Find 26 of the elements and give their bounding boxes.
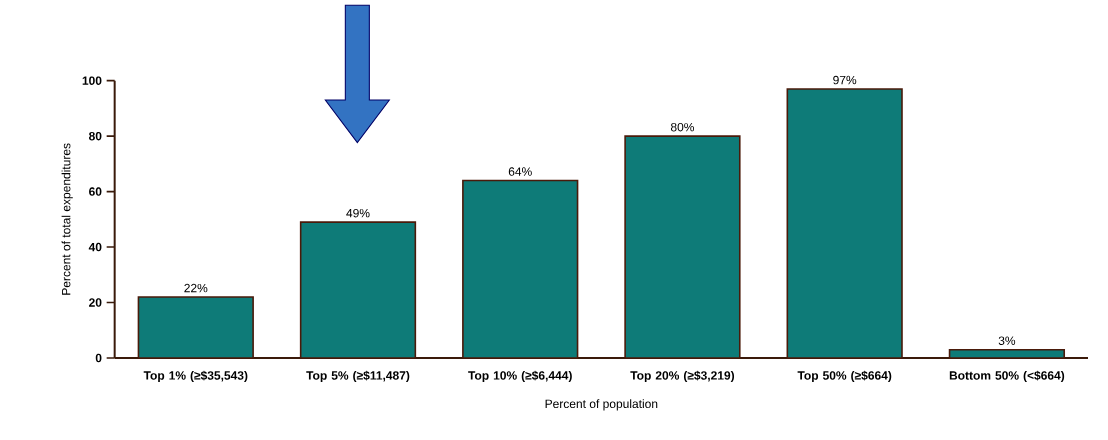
y-tick-label: 80 xyxy=(88,131,102,141)
x-tick-label: Top 20% (≥$3,219) xyxy=(630,370,735,383)
bar xyxy=(299,221,417,359)
data-label: 80% xyxy=(670,122,695,132)
data-label: 49% xyxy=(346,208,370,218)
y-tick-label: 60 xyxy=(89,187,102,196)
x-axis-title: Percent of population xyxy=(545,399,658,411)
x-tick-label: Top 50% (≥$664) xyxy=(797,370,892,383)
data-label: 97% xyxy=(833,75,857,85)
y-tick-label: 0 xyxy=(95,353,102,363)
x-tick-label: Top 10% (≥$6,444) xyxy=(468,370,572,383)
x-tick-label: Top 5% (≥$11,487) xyxy=(306,370,410,383)
bar xyxy=(786,88,903,359)
bar xyxy=(624,135,741,359)
bar xyxy=(137,296,254,359)
y-tick-label: 40 xyxy=(88,242,102,252)
y-tick-label: 20 xyxy=(89,298,102,307)
data-label: 64% xyxy=(508,167,532,176)
x-tick-label: Top 1% (≥$35,543) xyxy=(143,370,248,383)
y-tick-label: 100 xyxy=(82,76,102,85)
y-axis-title: Percent of total expenditures xyxy=(61,143,73,295)
x-tick-label: Bottom 50% (<$664) xyxy=(949,370,1065,383)
data-label: 3% xyxy=(998,336,1016,345)
bar xyxy=(462,179,579,359)
bar xyxy=(948,348,1066,359)
data-label: 22% xyxy=(184,283,208,293)
